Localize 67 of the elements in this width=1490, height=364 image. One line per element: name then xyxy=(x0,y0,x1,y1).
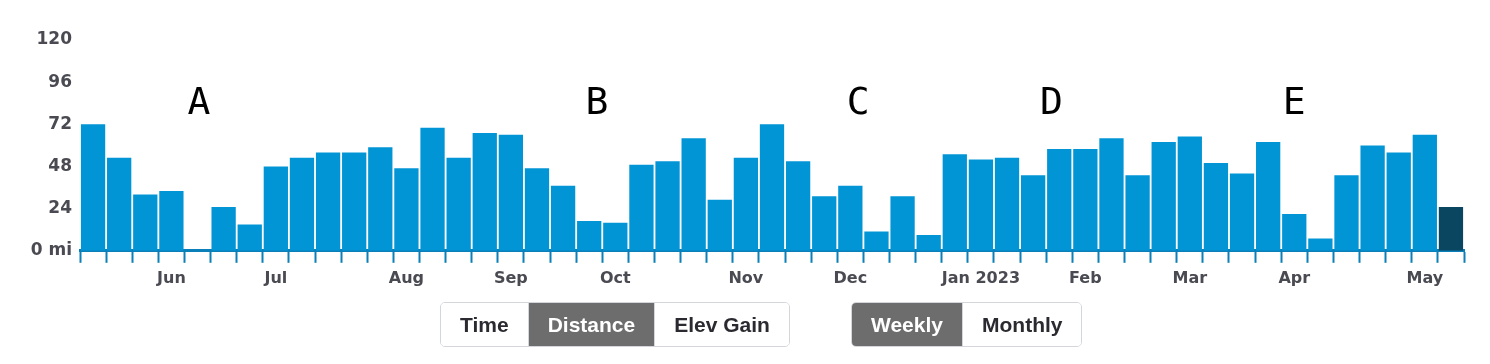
x-tick-label: Jul xyxy=(263,267,288,287)
bar xyxy=(968,159,994,251)
annotation: B xyxy=(585,79,609,123)
annotation: A xyxy=(187,79,211,123)
x-tick-label: Sep xyxy=(493,267,528,287)
bar xyxy=(342,152,367,251)
bar xyxy=(107,157,132,251)
x-tick-label: Mar xyxy=(1172,267,1208,287)
bar xyxy=(812,196,837,251)
bar xyxy=(80,124,106,251)
bar xyxy=(133,194,158,251)
bar xyxy=(211,206,236,251)
x-tick-label: Nov xyxy=(728,267,764,287)
text: Monthly xyxy=(962,303,1082,346)
bar xyxy=(942,154,967,251)
x-tick-label: May xyxy=(1406,267,1444,287)
bar xyxy=(1229,173,1255,251)
bar xyxy=(681,138,706,251)
bar xyxy=(1151,141,1176,251)
bar xyxy=(498,134,524,251)
bar xyxy=(1282,213,1307,251)
bar xyxy=(1020,175,1046,251)
text: Weekly xyxy=(852,303,962,346)
bar xyxy=(759,124,785,251)
bar xyxy=(603,222,628,251)
bar xyxy=(994,157,1020,251)
x-tick-label: Oct xyxy=(599,267,632,287)
text: Time xyxy=(441,303,528,346)
bar xyxy=(838,185,863,251)
text: Distance xyxy=(527,303,655,346)
y-tick-label: 72 xyxy=(48,112,72,133)
bar xyxy=(707,199,732,251)
annotation: C xyxy=(846,79,870,123)
bar xyxy=(1177,136,1202,251)
y-tick-label: 96 xyxy=(48,70,72,91)
bar xyxy=(733,157,759,251)
annotation: D xyxy=(1039,79,1063,123)
bar xyxy=(550,185,576,251)
x-tick-label: Dec xyxy=(833,267,868,287)
text: Elev Gain xyxy=(654,303,789,346)
x-tick-label: Jan 2023 xyxy=(940,267,1021,287)
bar xyxy=(577,220,602,251)
annotation: E xyxy=(1282,79,1306,123)
bar xyxy=(1412,134,1437,251)
bar xyxy=(1256,141,1281,251)
bar xyxy=(916,234,941,251)
bar xyxy=(368,147,393,251)
x-tick-label: Apr xyxy=(1278,267,1311,287)
x-tick-label: Feb xyxy=(1069,267,1102,287)
bar xyxy=(524,168,550,251)
bar xyxy=(785,161,811,251)
y-tick-label: 24 xyxy=(48,197,73,218)
x-tick-label: Aug xyxy=(388,267,425,287)
y-tick-label: 120 xyxy=(36,28,73,49)
bar xyxy=(1047,148,1072,251)
bar xyxy=(1438,206,1464,251)
bar xyxy=(1386,152,1411,251)
bar xyxy=(237,224,262,251)
bar xyxy=(315,152,341,251)
bar xyxy=(472,133,497,251)
bar xyxy=(289,157,315,251)
bar xyxy=(159,191,184,251)
bar xyxy=(263,166,288,251)
bar xyxy=(1203,162,1229,251)
y-tick-label: 48 xyxy=(48,154,72,175)
y-tick-label: 0 mi xyxy=(30,239,72,260)
x-tick-label: Jun xyxy=(156,267,186,287)
